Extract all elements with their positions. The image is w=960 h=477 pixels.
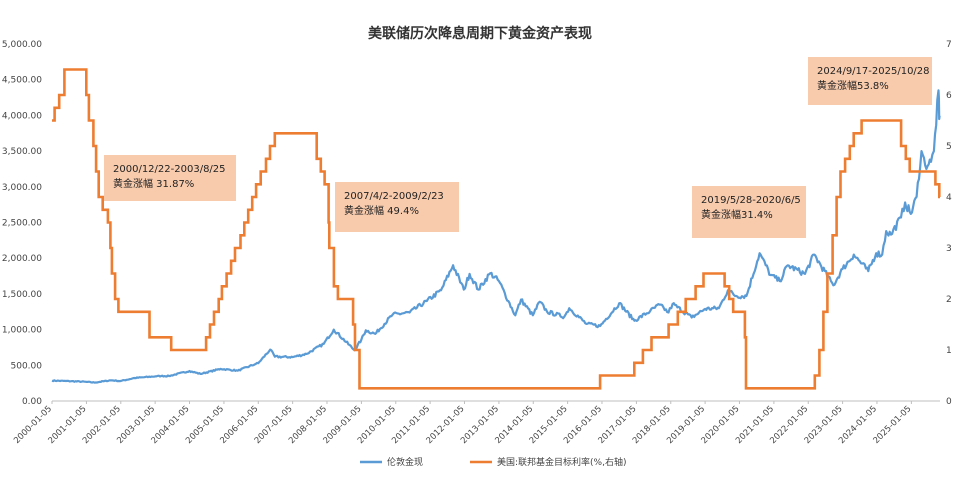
fed-funds-rate-line bbox=[52, 68, 941, 390]
left-y-tick-label: 0.00 bbox=[22, 397, 42, 407]
annotation-background bbox=[692, 186, 806, 238]
left-y-tick-label: 4,000.00 bbox=[2, 111, 42, 121]
left-y-tick-label: 3,500.00 bbox=[2, 147, 42, 157]
annotation-background bbox=[104, 155, 236, 201]
annotation-text: 2000/12/22-2003/8/25 bbox=[113, 164, 226, 175]
left-y-tick-label: 2,000.00 bbox=[2, 254, 42, 264]
annotation-text: 2019/5/28-2020/6/5 bbox=[701, 195, 801, 206]
left-y-tick-label: 500.00 bbox=[11, 361, 43, 371]
annotation-text: 2007/4/2-2009/2/23 bbox=[344, 191, 444, 202]
left-y-tick-label: 4,500.00 bbox=[2, 76, 42, 86]
right-y-tick-label: 2 bbox=[946, 295, 952, 305]
series-layer bbox=[51, 68, 941, 390]
gold-price-line bbox=[51, 89, 941, 384]
annotation-box: 2024/9/17-2025/10/28 黄金涨幅53.8% bbox=[808, 57, 932, 105]
right-y-tick-label: 5 bbox=[946, 142, 952, 152]
left-y-tick-label: 5,000.00 bbox=[2, 40, 42, 50]
left-y-tick-label: 2,500.00 bbox=[2, 219, 42, 229]
annotations: 2000/12/22-2003/8/25 黄金涨幅 31.87% 2007/4/2-… bbox=[104, 57, 932, 238]
annotation-box: 2007/4/2-2009/2/23 黄金涨幅 49.4% bbox=[335, 182, 459, 232]
legend-label: 伦敦金现 bbox=[387, 456, 423, 468]
legend-label: 美国:联邦基金目标利率(%,右轴) bbox=[497, 456, 626, 468]
annotation-background bbox=[808, 57, 932, 105]
chart-title: 美联储历次降息周期下黄金资产表现 bbox=[368, 25, 592, 42]
annotation-text: 黄金涨幅 31.87% bbox=[113, 177, 194, 190]
left-y-tick-label: 3,000.00 bbox=[2, 183, 42, 193]
legend: 伦敦金现 美国:联邦基金目标利率(%,右轴) bbox=[360, 456, 626, 468]
right-y-tick-label: 4 bbox=[946, 193, 952, 203]
right-y-tick-label: 0 bbox=[946, 397, 952, 407]
annotation-background bbox=[335, 182, 459, 232]
right-y-tick-label: 6 bbox=[946, 91, 952, 101]
annotation-text: 黄金涨幅31.4% bbox=[701, 208, 773, 221]
right-y-tick-label: 7 bbox=[946, 40, 952, 50]
annotation-text: 2024/9/17-2025/10/28 bbox=[817, 66, 930, 77]
right-y-tick-label: 3 bbox=[946, 244, 952, 254]
legend-item: 伦敦金现 bbox=[360, 456, 423, 468]
annotation-box: 2000/12/22-2003/8/25 黄金涨幅 31.87% bbox=[104, 155, 236, 201]
annotation-box: 2019/5/28-2020/6/5 黄金涨幅31.4% bbox=[692, 186, 806, 238]
annotation-text: 黄金涨幅 49.4% bbox=[344, 204, 419, 217]
annotation-text: 黄金涨幅53.8% bbox=[817, 79, 889, 92]
left-y-tick-label: 1,500.00 bbox=[2, 290, 42, 300]
right-y-tick-label: 1 bbox=[946, 346, 952, 356]
legend-item: 美国:联邦基金目标利率(%,右轴) bbox=[470, 456, 626, 468]
left-y-tick-label: 1,000.00 bbox=[2, 326, 42, 336]
